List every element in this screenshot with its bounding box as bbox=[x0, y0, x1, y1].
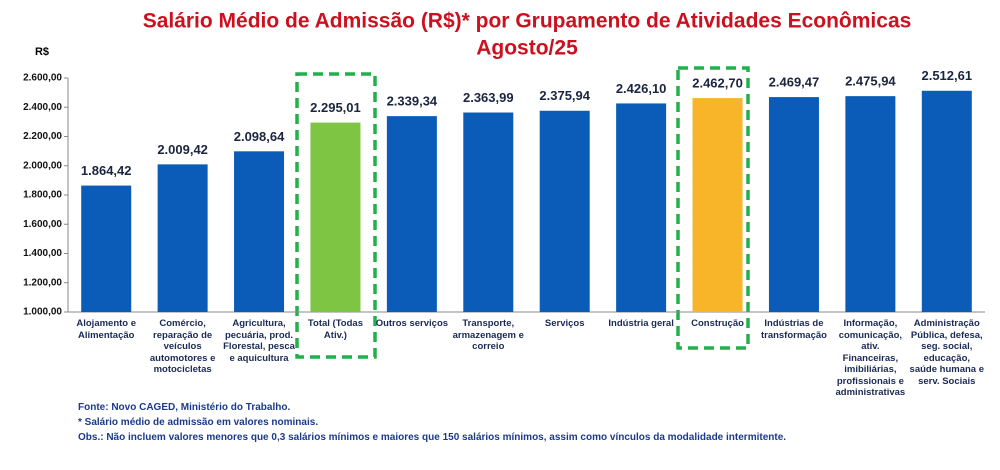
x-tick-label: Transporte, armazenagem e correio bbox=[452, 318, 524, 352]
y-tick-label: 2.000,00 bbox=[23, 160, 62, 171]
x-tick-label: Alojamento e Alimentação bbox=[76, 318, 137, 341]
value-label: 2.295,01 bbox=[310, 100, 361, 115]
value-label: 2.363,99 bbox=[463, 90, 514, 105]
x-tick-label: Construção bbox=[691, 318, 744, 329]
y-tick-label: 1.800,00 bbox=[23, 190, 62, 201]
bar bbox=[616, 103, 667, 312]
y-tick-label: 1.400,00 bbox=[23, 248, 62, 259]
x-tick-label: Administração Pública, defesa, seg. soci… bbox=[909, 318, 984, 387]
value-label: 2.009,42 bbox=[157, 142, 208, 157]
x-tick-label: Outros serviços bbox=[375, 318, 449, 329]
x-tick-label: Informação, comunicação, ativ. Financeir… bbox=[835, 318, 906, 398]
bar bbox=[921, 90, 972, 312]
highlight-box bbox=[676, 66, 750, 350]
x-tick-label: Total (Todas Ativ.) bbox=[307, 318, 363, 341]
x-tick-label: Agricultura, pecuária, prod. Florestal, … bbox=[223, 318, 295, 364]
footnote: Fonte: Novo CAGED, Ministério do Trabalh… bbox=[78, 402, 291, 413]
bar bbox=[539, 110, 590, 313]
chart-title: Salário Médio de Admissão (R$)* por Grup… bbox=[143, 10, 912, 33]
y-tick-label: 1.600,00 bbox=[23, 219, 62, 230]
footnote: Obs.: Não incluem valores menores que 0,… bbox=[78, 432, 787, 443]
chart-subtitle: Agosto/25 bbox=[476, 37, 578, 60]
x-tick-label: Indústria geral bbox=[608, 318, 674, 329]
value-label: 2.375,94 bbox=[539, 88, 590, 103]
x-tick-label: Comércio, reparação de veículos automoto… bbox=[149, 318, 216, 375]
y-tick-label: 2.200,00 bbox=[23, 131, 62, 142]
bar bbox=[768, 97, 819, 312]
bar bbox=[386, 116, 437, 313]
value-label: 2.512,61 bbox=[921, 68, 972, 83]
value-label: 2.469,47 bbox=[769, 75, 820, 90]
bar bbox=[234, 151, 285, 312]
bar bbox=[463, 112, 514, 312]
y-tick-label: 2.600,00 bbox=[23, 73, 62, 84]
x-tick-label: Serviços bbox=[544, 318, 585, 329]
bar bbox=[157, 164, 208, 312]
highlight-box bbox=[295, 72, 377, 359]
value-label: 2.339,34 bbox=[387, 94, 438, 109]
y-axis-label: R$ bbox=[35, 46, 49, 58]
x-tick-label: Indústrias de transformação bbox=[760, 318, 827, 341]
bar bbox=[81, 185, 132, 312]
value-label: 2.462,70 bbox=[692, 76, 743, 91]
bar bbox=[845, 96, 896, 313]
value-label: 2.475,94 bbox=[845, 74, 896, 89]
bar bbox=[692, 98, 743, 312]
bar bbox=[310, 122, 361, 312]
footnote: * Salário médio de admissão em valores n… bbox=[78, 417, 319, 428]
value-label: 2.098,64 bbox=[234, 129, 285, 144]
value-label: 1.864,42 bbox=[81, 163, 132, 178]
y-tick-label: 2.400,00 bbox=[23, 102, 62, 113]
value-label: 2.426,10 bbox=[616, 81, 667, 96]
y-tick-label: 1.000,00 bbox=[23, 307, 62, 318]
y-tick-label: 1.200,00 bbox=[23, 277, 62, 288]
